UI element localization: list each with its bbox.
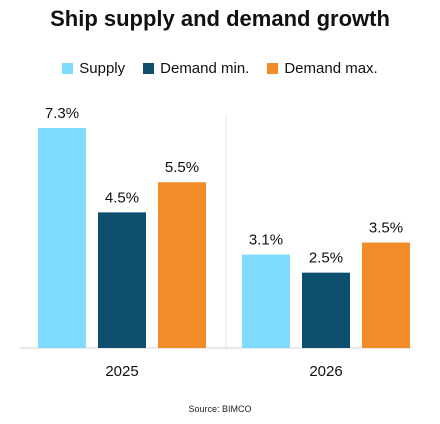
legend-swatch-demand-max (267, 63, 279, 74)
legend-swatch-supply (62, 63, 74, 74)
bar-demand-min-2025 (98, 212, 146, 348)
legend-label-demand-min: Demand min. (160, 60, 250, 77)
data-label-demand-min-2025: 4.5% (105, 189, 139, 206)
legend-swatch-demand-min (143, 63, 155, 74)
data-label-demand-max-2026: 3.5% (369, 220, 403, 237)
data-label-demand-max-2025: 5.5% (165, 159, 199, 176)
chart-title: Ship supply and demand growth (50, 6, 390, 31)
source-note: Source: BIMCO (188, 404, 252, 414)
chart-legend: Supply Demand min. Demand max. (0, 60, 440, 77)
legend-item-demand-max: Demand max. (267, 60, 378, 77)
x-tick-label-2026: 2026 (309, 363, 342, 380)
data-label-demand-min-2026: 2.5% (309, 250, 343, 267)
x-tick-label-2025: 2025 (105, 363, 138, 380)
legend-label-supply: Supply (79, 60, 126, 77)
data-label-supply-2026: 3.1% (249, 232, 283, 249)
bar-demand-min-2026 (302, 272, 350, 348)
legend-label-demand-max: Demand max. (284, 60, 378, 77)
bar-demand-max-2026 (362, 242, 410, 348)
bar-demand-max-2025 (158, 182, 206, 348)
data-label-supply-2025: 7.3% (45, 105, 79, 122)
legend-item-demand-min: Demand min. (143, 60, 249, 77)
bar-supply-2026 (242, 254, 290, 348)
bar-supply-2025 (38, 128, 86, 348)
legend-item-supply: Supply (62, 60, 125, 77)
